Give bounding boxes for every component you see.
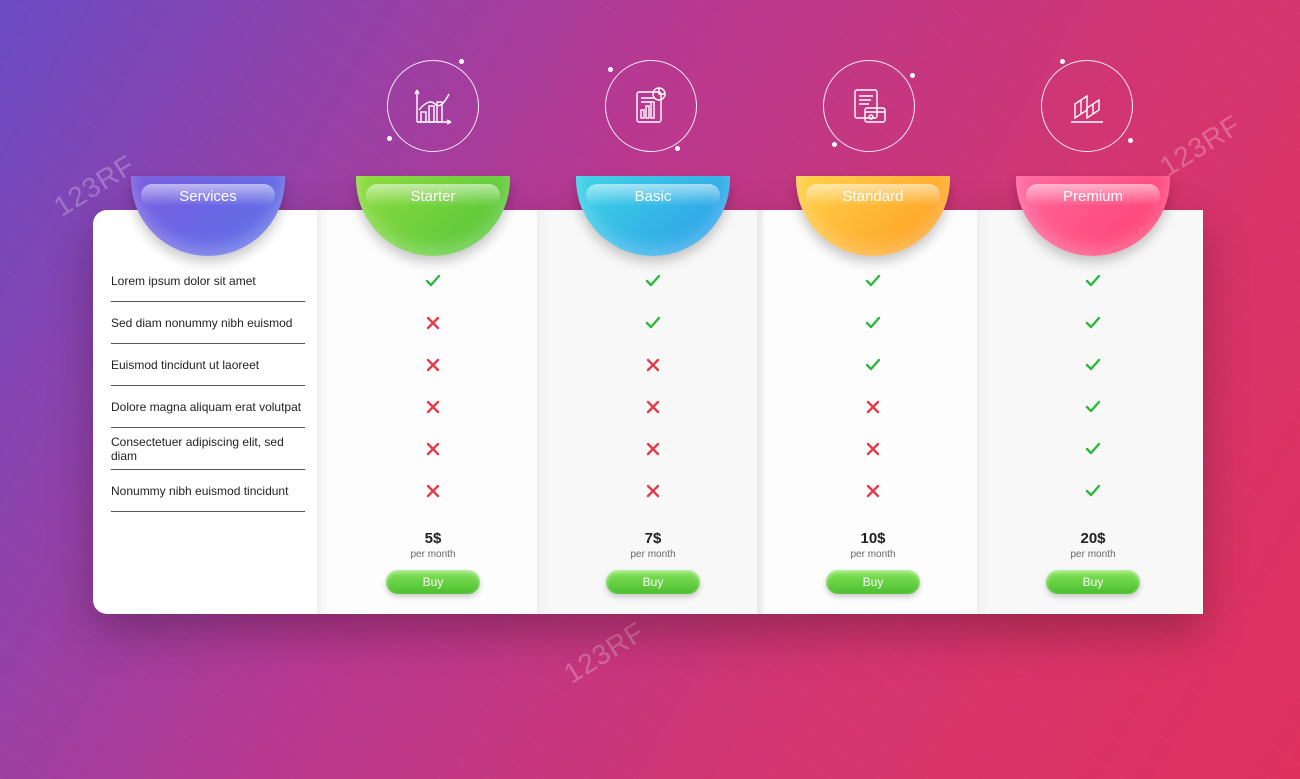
feature-mark (353, 428, 513, 470)
buy-button[interactable]: Buy (826, 570, 920, 594)
plan-column-starter: Starter5$per monthBuy (323, 210, 543, 614)
cross-icon (645, 483, 661, 499)
feature-mark (353, 344, 513, 386)
check-icon (645, 273, 661, 289)
report-icon (605, 60, 697, 152)
feature-label: Dolore magna aliquam erat volutpat (111, 386, 305, 428)
check-icon (1085, 483, 1101, 499)
check-icon (1085, 315, 1101, 331)
cross-icon (865, 399, 881, 415)
price-block: 7$ per month Buy (543, 512, 763, 614)
feature-mark (1013, 470, 1173, 512)
cross-icon (865, 441, 881, 457)
services-column: Services Lorem ipsum dolor sit ametSed d… (93, 210, 323, 614)
plan-tab: Premium (1016, 176, 1170, 256)
price: 5$ (323, 530, 543, 547)
price-period: per month (763, 549, 983, 560)
price-period: per month (983, 549, 1203, 560)
feature-mark (1013, 344, 1173, 386)
feature-label: Lorem ipsum dolor sit amet (111, 260, 305, 302)
card-icon (823, 60, 915, 152)
check-icon (645, 315, 661, 331)
cross-icon (645, 357, 661, 373)
feature-label: Sed diam nonummy nibh euismod (111, 302, 305, 344)
check-icon (1085, 273, 1101, 289)
price-period: per month (543, 549, 763, 560)
feature-mark (1013, 302, 1173, 344)
feature-mark (353, 470, 513, 512)
check-icon (425, 273, 441, 289)
price-block: 10$ per month Buy (763, 512, 983, 614)
feature-mark (353, 260, 513, 302)
feature-mark (793, 302, 953, 344)
feature-mark (573, 260, 733, 302)
cross-icon (425, 315, 441, 331)
feature-mark (353, 302, 513, 344)
feature-mark (573, 428, 733, 470)
cross-icon (865, 483, 881, 499)
buy-button[interactable]: Buy (1046, 570, 1140, 594)
cross-icon (425, 399, 441, 415)
buy-button[interactable]: Buy (386, 570, 480, 594)
plan-icons-row (0, 60, 1300, 152)
feature-mark (573, 302, 733, 344)
feature-mark (573, 386, 733, 428)
feature-label: Consectetuer adipiscing elit, sed diam (111, 428, 305, 470)
cube-icon (1041, 60, 1133, 152)
services-tab: Services (131, 176, 285, 256)
plan-column-standard: Standard10$per monthBuy (763, 210, 983, 614)
cross-icon (425, 441, 441, 457)
chart-icon (387, 60, 479, 152)
feature-mark (353, 386, 513, 428)
feature-mark (1013, 428, 1173, 470)
price: 20$ (983, 530, 1203, 547)
plan-tab: Standard (796, 176, 950, 256)
plan-tab: Basic (576, 176, 730, 256)
check-icon (865, 357, 881, 373)
price-period: per month (323, 549, 543, 560)
feature-label: Euismod tincidunt ut laoreet (111, 344, 305, 386)
buy-button[interactable]: Buy (606, 570, 700, 594)
cross-icon (425, 357, 441, 373)
feature-mark (793, 386, 953, 428)
check-icon (1085, 441, 1101, 457)
price-block: 20$ per month Buy (983, 512, 1203, 614)
price: 10$ (763, 530, 983, 547)
feature-mark (1013, 386, 1173, 428)
price-block: 5$ per month Buy (323, 512, 543, 614)
cross-icon (645, 399, 661, 415)
plan-column-basic: Basic7$per monthBuy (543, 210, 763, 614)
watermark: 123RF (558, 616, 650, 690)
check-icon (1085, 357, 1101, 373)
feature-mark (1013, 260, 1173, 302)
pricing-table: Services Lorem ipsum dolor sit ametSed d… (93, 210, 1203, 614)
feature-mark (793, 260, 953, 302)
plan-tab: Starter (356, 176, 510, 256)
check-icon (865, 315, 881, 331)
feature-mark (793, 470, 953, 512)
cross-icon (425, 483, 441, 499)
feature-mark (573, 344, 733, 386)
feature-mark (793, 344, 953, 386)
check-icon (865, 273, 881, 289)
feature-label: Nonummy nibh euismod tincidunt (111, 470, 305, 512)
cross-icon (645, 441, 661, 457)
price: 7$ (543, 530, 763, 547)
feature-mark (573, 470, 733, 512)
plan-column-premium: Premium20$per monthBuy (983, 210, 1203, 614)
feature-mark (793, 428, 953, 470)
check-icon (1085, 399, 1101, 415)
